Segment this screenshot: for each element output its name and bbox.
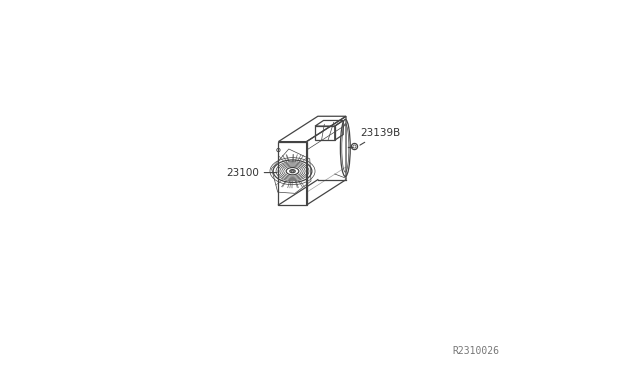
Text: 23100: 23100 — [226, 167, 277, 177]
Text: 23139B: 23139B — [360, 128, 401, 145]
Text: R2310026: R2310026 — [452, 346, 500, 356]
